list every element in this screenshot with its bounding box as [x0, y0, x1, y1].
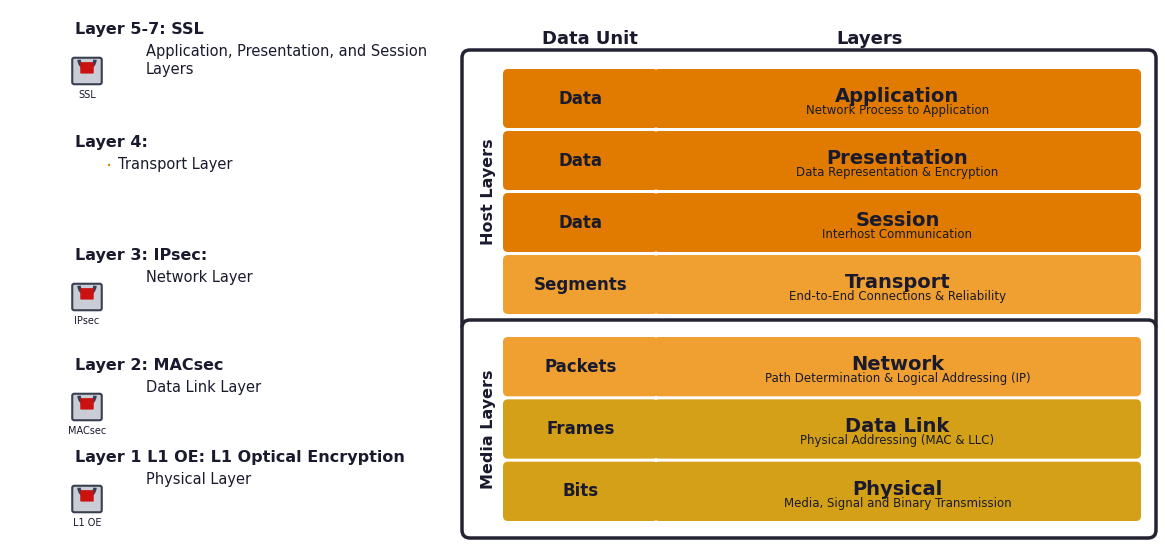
Text: Data Link: Data Link [846, 418, 949, 436]
FancyBboxPatch shape [654, 399, 1141, 459]
Text: Data Unit: Data Unit [542, 30, 638, 48]
FancyBboxPatch shape [72, 394, 101, 420]
Text: Interhost Communication: Interhost Communication [822, 228, 973, 241]
Text: Layer 1 L1 OE: L1 Optical Encryption: Layer 1 L1 OE: L1 Optical Encryption [75, 450, 405, 465]
FancyBboxPatch shape [72, 486, 101, 512]
FancyBboxPatch shape [654, 193, 1141, 252]
FancyBboxPatch shape [503, 399, 658, 459]
Text: ·: · [106, 157, 112, 176]
Text: Presentation: Presentation [827, 149, 968, 168]
Text: End-to-End Connections & Reliability: End-to-End Connections & Reliability [789, 290, 1007, 303]
Text: Media, Signal and Binary Transmission: Media, Signal and Binary Transmission [784, 497, 1011, 510]
Text: Application, Presentation, and Session: Application, Presentation, and Session [146, 44, 428, 59]
Text: Data Representation & Encryption: Data Representation & Encryption [797, 166, 998, 179]
Text: Physical Addressing (MAC & LLC): Physical Addressing (MAC & LLC) [800, 435, 995, 447]
Text: Network: Network [850, 355, 944, 374]
Text: Layer 3: IPsec:: Layer 3: IPsec: [75, 248, 207, 263]
Text: Packets: Packets [544, 358, 616, 376]
Text: Transport Layer: Transport Layer [118, 157, 233, 172]
Text: Media Layers: Media Layers [480, 369, 495, 489]
Text: Segments: Segments [534, 276, 627, 294]
FancyBboxPatch shape [503, 131, 658, 190]
Text: Data: Data [558, 213, 602, 232]
FancyBboxPatch shape [654, 255, 1141, 314]
Text: Host Layers: Host Layers [480, 138, 495, 245]
Text: Frames: Frames [546, 420, 615, 438]
Text: Data: Data [558, 90, 602, 108]
Text: Layers: Layers [146, 62, 195, 77]
FancyBboxPatch shape [463, 50, 1156, 333]
Text: Application: Application [835, 87, 960, 106]
Text: Data: Data [558, 151, 602, 169]
FancyBboxPatch shape [80, 288, 93, 300]
FancyBboxPatch shape [503, 255, 658, 314]
FancyBboxPatch shape [72, 58, 101, 84]
Text: Bits: Bits [563, 482, 599, 500]
Text: Layers: Layers [836, 30, 903, 48]
Text: Physical Layer: Physical Layer [146, 472, 252, 487]
Text: Network Process to Application: Network Process to Application [806, 104, 989, 117]
FancyBboxPatch shape [463, 320, 1156, 538]
Text: MACsec: MACsec [68, 426, 106, 436]
FancyBboxPatch shape [503, 337, 658, 396]
FancyBboxPatch shape [80, 398, 93, 410]
Text: IPsec: IPsec [75, 316, 100, 327]
FancyBboxPatch shape [80, 62, 93, 74]
Text: SSL: SSL [78, 90, 96, 100]
Text: Physical: Physical [853, 480, 942, 499]
Text: Layer 5-7: SSL: Layer 5-7: SSL [75, 22, 204, 37]
Text: Layer 4:: Layer 4: [75, 135, 148, 150]
Text: L1 OE: L1 OE [72, 518, 101, 528]
Text: Session: Session [855, 211, 940, 230]
Text: Path Determination & Logical Addressing (IP): Path Determination & Logical Addressing … [764, 372, 1030, 385]
Text: Layer 2: MACsec: Layer 2: MACsec [75, 358, 224, 373]
FancyBboxPatch shape [654, 337, 1141, 396]
FancyBboxPatch shape [654, 69, 1141, 128]
FancyBboxPatch shape [503, 462, 658, 521]
Text: Data Link Layer: Data Link Layer [146, 380, 261, 395]
Text: Transport: Transport [845, 273, 951, 292]
FancyBboxPatch shape [503, 193, 658, 252]
FancyBboxPatch shape [72, 284, 101, 310]
FancyBboxPatch shape [80, 490, 93, 502]
FancyBboxPatch shape [654, 462, 1141, 521]
FancyBboxPatch shape [503, 69, 658, 128]
FancyBboxPatch shape [654, 131, 1141, 190]
Text: Network Layer: Network Layer [146, 270, 253, 285]
